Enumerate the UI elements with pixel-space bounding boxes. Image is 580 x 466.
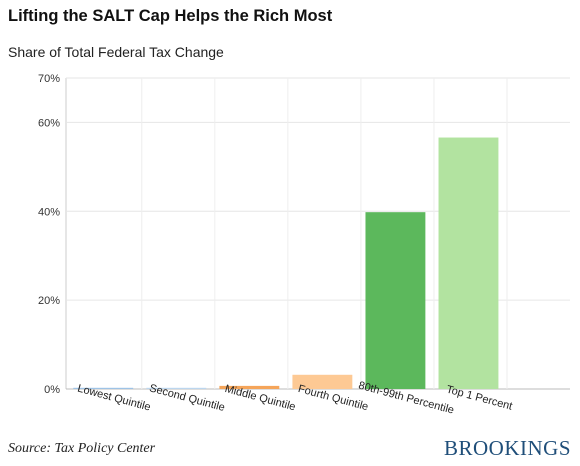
y-tick-label: 60% bbox=[38, 117, 60, 129]
bar-top-1-percent bbox=[438, 137, 499, 389]
chart-subtitle: Share of Total Federal Tax Change bbox=[8, 44, 224, 60]
bar-middle-quintile bbox=[219, 385, 280, 389]
y-tick-label: 70% bbox=[38, 73, 60, 85]
y-tick-label: 20% bbox=[38, 295, 60, 307]
bar-fourth-quintile bbox=[292, 374, 353, 389]
chart-bars bbox=[73, 137, 499, 389]
bar-80th-99th-percentile bbox=[365, 212, 426, 389]
bar-second-quintile bbox=[146, 387, 207, 389]
source-note: Source: Tax Policy Center bbox=[8, 441, 156, 456]
y-axis-ticks: 0% 20% 40% 60% 70% bbox=[38, 73, 60, 396]
y-tick-label: 0% bbox=[44, 384, 60, 396]
chart-title: Lifting the SALT Cap Helps the Rich Most bbox=[8, 7, 333, 25]
brookings-logo: BROOKINGS bbox=[443, 436, 571, 460]
bar-lowest-quintile bbox=[73, 387, 134, 389]
y-tick-label: 40% bbox=[38, 206, 60, 218]
x-tick-label: Lowest Quintile bbox=[76, 383, 152, 414]
